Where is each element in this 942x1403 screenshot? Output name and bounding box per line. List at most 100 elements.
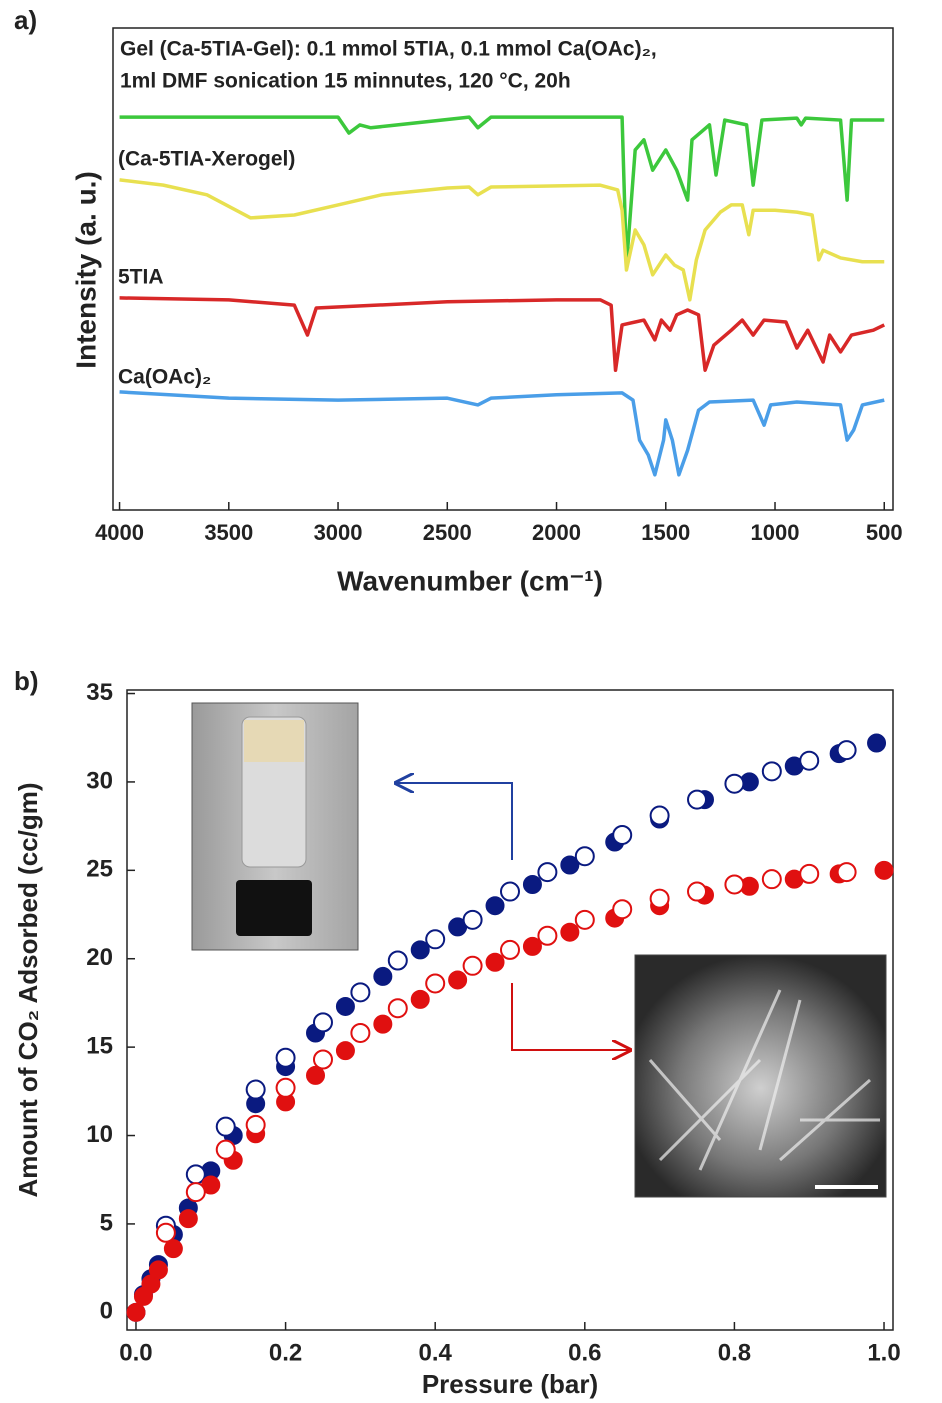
filled-marker: [485, 896, 505, 916]
open-marker: [215, 1116, 236, 1137]
filled-marker: [373, 1014, 393, 1034]
x-tick-label: 0.6: [568, 1339, 601, 1366]
open-marker: [312, 1012, 333, 1033]
open-marker: [275, 1047, 296, 1068]
sem-frame: [634, 954, 887, 1198]
y-tick-label: 10: [86, 1121, 113, 1148]
open-marker: [185, 1182, 206, 1203]
inset-sem-image: [634, 954, 887, 1198]
arrow-to-gel: [396, 783, 513, 860]
x-tick-label: 0.2: [269, 1339, 302, 1366]
x-axis-label: Pressure (bar): [422, 1369, 598, 1399]
open-marker: [387, 950, 408, 971]
filled-marker: [485, 952, 505, 972]
x-tick-label: 0.4: [419, 1339, 453, 1366]
filled-marker: [867, 733, 887, 753]
filled-marker: [148, 1260, 168, 1280]
open-marker: [687, 881, 708, 902]
open-marker: [612, 824, 633, 845]
open-marker: [537, 862, 558, 883]
x-tick-label: 4000: [95, 520, 144, 545]
x-tick-label: 1500: [641, 520, 690, 545]
open-marker: [799, 863, 820, 884]
filled-marker: [522, 936, 542, 956]
open-marker: [612, 899, 633, 920]
open-marker: [215, 1139, 236, 1160]
open-marker: [649, 805, 670, 826]
x-tick-label: 1000: [751, 520, 800, 545]
x-tick-label: 1.0: [867, 1339, 900, 1366]
open-marker: [185, 1164, 206, 1185]
open-marker: [649, 888, 670, 909]
y-axis-label: Intensity (a. u.): [70, 171, 101, 369]
open-marker: [275, 1077, 296, 1098]
series-label: Ca(OAc)₂: [118, 366, 211, 389]
filled-marker: [126, 1302, 146, 1322]
filled-marker: [874, 860, 894, 880]
plot-frame: [126, 689, 894, 1331]
filled-marker: [373, 966, 393, 986]
open-marker: [155, 1222, 176, 1243]
open-marker: [312, 1049, 333, 1070]
arrow-to-sem: [511, 983, 630, 1050]
filled-marker: [410, 989, 430, 1009]
spectrum-line: [119, 296, 886, 372]
chart-line: a) 4000 3500 3000 2500 2000 1500 1000 500 Wavenum…: [14, 5, 903, 597]
open-marker: [462, 909, 483, 930]
series-label: 5TIA: [118, 266, 164, 289]
open-marker: [761, 869, 782, 890]
crystals: [648, 989, 880, 1171]
panel-label: b): [14, 666, 39, 696]
x-tick-label: 2000: [532, 520, 581, 545]
inset-gel-photo: [191, 702, 359, 951]
open-marker: [687, 789, 708, 810]
chart-scatter: b) 0.0 0.2 0.4 0.6 0.8 1.0 0 5 10 15 20 25 30 35 Pressu…: [13, 666, 901, 1399]
open-marker: [425, 929, 446, 950]
x-tick-label: 0.8: [718, 1339, 751, 1366]
filled-marker: [448, 970, 468, 990]
open-marker: [245, 1114, 266, 1135]
open-marker: [350, 1022, 371, 1043]
x-tick-label: 2500: [423, 520, 472, 545]
x-tick-label: 500: [866, 520, 903, 545]
spectrum-line: [119, 115, 885, 267]
gel: [244, 720, 304, 762]
x-tick-label: 0.0: [119, 1339, 152, 1366]
x-axis-label: Wavenumber (cm⁻¹): [337, 565, 603, 596]
vial-cap: [236, 880, 312, 936]
filled-marker: [335, 1041, 355, 1061]
filled-marker: [560, 855, 580, 875]
filled-marker: [306, 1065, 326, 1085]
filled-marker: [163, 1239, 183, 1259]
filled-marker: [410, 940, 430, 960]
open-marker: [574, 846, 595, 867]
open-marker: [836, 740, 857, 761]
open-marker: [836, 862, 857, 883]
open-marker: [574, 909, 595, 930]
open-marker: [500, 881, 520, 902]
y-tick-label: 0: [100, 1298, 113, 1325]
series-label: (Ca-5TIA-Xerogel): [118, 148, 295, 171]
spectrum-line: [119, 178, 885, 302]
filled-marker: [335, 996, 355, 1016]
spectrum-line: [119, 390, 885, 477]
y-tick-label: 20: [86, 944, 113, 971]
x-tick-label: 3500: [204, 520, 253, 545]
annotation: Gel (Ca-5TIA-Gel): 0.1 mmol 5TIA, 0.1 mm…: [120, 38, 657, 61]
open-marker: [724, 773, 745, 794]
y-tick-label: 35: [86, 679, 113, 706]
x-tick-label: 3000: [314, 520, 363, 545]
open-marker: [799, 750, 820, 771]
open-marker: [537, 925, 558, 946]
open-marker: [245, 1079, 266, 1100]
plot-frame: [112, 27, 894, 511]
y-tick-label: 5: [100, 1209, 113, 1236]
filled-marker: [178, 1209, 198, 1229]
open-marker: [387, 998, 408, 1019]
open-marker: [761, 761, 782, 782]
open-marker: [500, 939, 520, 960]
panel-label: a): [14, 5, 37, 35]
annotation: 1ml DMF sonication 15 minnutes, 120 °C, …: [120, 70, 571, 93]
